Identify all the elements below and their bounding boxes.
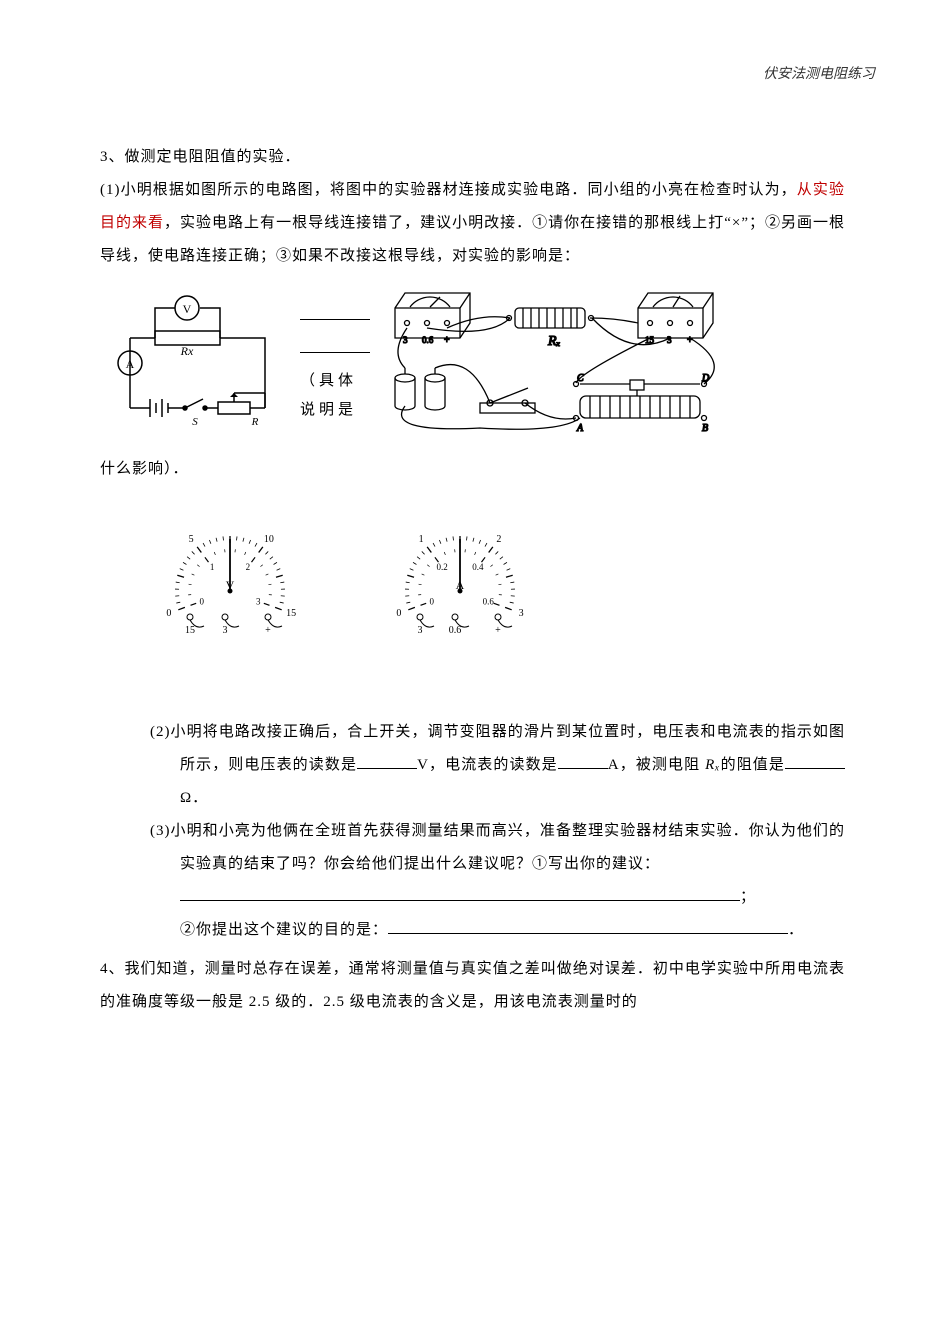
blank-voltage[interactable] (357, 753, 417, 769)
circuit-label-r: R (251, 416, 259, 428)
svg-text:3: 3 (223, 625, 228, 636)
figure-row-1: V A Rx S R （具体说明是 (100, 283, 845, 443)
volt-term-3: 3 (667, 335, 672, 345)
q3-title: 3、做测定电阻阻值的实验． (100, 141, 845, 174)
svg-text:2: 2 (496, 534, 501, 545)
q3-p2b: V，电流表的读数是 (417, 757, 558, 773)
svg-text:15: 15 (286, 608, 296, 619)
svg-text:0.4: 0.4 (472, 562, 484, 572)
meters-svg: 0510150123V153+ 012300.20.40.6A30.6+ (100, 526, 600, 656)
svg-text:3: 3 (519, 608, 524, 619)
blank-current[interactable] (558, 753, 608, 769)
svg-text:2: 2 (246, 562, 251, 572)
blank-suggestion[interactable] (180, 885, 740, 901)
q4-text: 我们知道，测量时总存在误差，通常将测量值与真实值之差叫做绝对误差．初中电学实验中… (100, 961, 845, 1010)
apparatus-figure: 3 0.6 + Rₓ (380, 283, 740, 443)
q3-tail: 什么影响）． (100, 453, 845, 486)
amm-term-3: 3 (403, 335, 408, 345)
circuit-label-v: V (183, 302, 192, 316)
figure-side-text: （具体说明是 (300, 301, 370, 424)
q3-part2: (2)小明将电路改接正确后，合上开关，调节变阻器的滑片到某位置时，电压表和电流表… (100, 716, 845, 815)
svg-text:1: 1 (210, 562, 215, 572)
svg-text:0: 0 (396, 608, 401, 619)
svg-text:0.6: 0.6 (449, 625, 462, 636)
blank-purpose[interactable] (388, 918, 788, 934)
volt-term-plus: + (687, 335, 693, 346)
blank-resistance[interactable] (785, 753, 845, 769)
q3-p3b: ②你提出这个建议的目的是： (180, 922, 388, 938)
q3-p2e: Ω． (180, 790, 208, 806)
svg-text:+: + (495, 625, 501, 636)
semicolon: ； (740, 889, 755, 905)
svg-text:0: 0 (166, 608, 171, 619)
q3-part3: (3)小明和小亮为他俩在全班首先获得测量结果而高兴，准备整理实验器材结束实验．你… (100, 815, 845, 881)
amm-term-plus: + (444, 335, 450, 346)
q3-part1: (1)小明根据如图所示的电路图，将图中的实验器材连接成实验电路．同小组的小亮在检… (100, 174, 845, 273)
q3-p2d: 的阻值是 (721, 757, 785, 773)
svg-text:3: 3 (256, 596, 261, 606)
svg-text:10: 10 (264, 534, 274, 545)
q3-rx: Rₓ (705, 757, 720, 773)
circuit-label-rx: Rx (180, 344, 194, 358)
content-area: 3、做测定电阻阻值的实验． (1)小明根据如图所示的电路图，将图中的实验器材连接… (70, 141, 875, 1019)
circuit-label-a: A (126, 357, 135, 371)
rheo-B: B (702, 423, 708, 434)
q3-p3a: (3)小明和小亮为他俩在全班首先获得测量结果而高兴，准备整理实验器材结束实验．你… (150, 823, 845, 872)
apparatus-rx-label: Rₓ (547, 334, 561, 349)
svg-text:5: 5 (189, 534, 194, 545)
rheo-A: A (576, 423, 584, 434)
svg-text:0.6: 0.6 (483, 596, 495, 606)
amm-term-06: 0.6 (422, 335, 434, 345)
q3-p1b: ，实验电路上有一根导线连接错了，建议小明改接．①请你在接错的那根线上打“×”；②… (100, 215, 845, 264)
q3-p2c: A，被测电阻 (608, 757, 700, 773)
svg-text:0: 0 (430, 596, 435, 606)
q3-part3-blankline: ； (100, 881, 845, 914)
svg-text:1: 1 (419, 534, 424, 545)
circuit-label-s: S (192, 416, 198, 428)
svg-text:0: 0 (200, 596, 205, 606)
q4: 4、我们知道，测量时总存在误差，通常将测量值与真实值之差叫做绝对误差．初中电学实… (100, 953, 845, 1019)
meter-dials-row: 0510150123V153+ 012300.20.40.6A30.6+ (100, 526, 845, 656)
circuit-schematic: V A Rx S R (100, 293, 290, 433)
q3-part3b: ②你提出这个建议的目的是：． (100, 914, 845, 947)
q3-p1a: (1)小明根据如图所示的电路图，将图中的实验器材连接成实验电路．同小组的小亮在检… (100, 182, 797, 198)
q3-number: 3、 (100, 149, 125, 165)
svg-text:15: 15 (185, 625, 195, 636)
svg-text:3: 3 (418, 625, 423, 636)
q4-number: 4、 (100, 961, 125, 977)
svg-text:+: + (265, 625, 271, 636)
page-header: 伏安法测电阻练习 (70, 60, 875, 91)
svg-text:0.2: 0.2 (436, 562, 447, 572)
q3-title-text: 做测定电阻阻值的实验． (125, 149, 301, 165)
